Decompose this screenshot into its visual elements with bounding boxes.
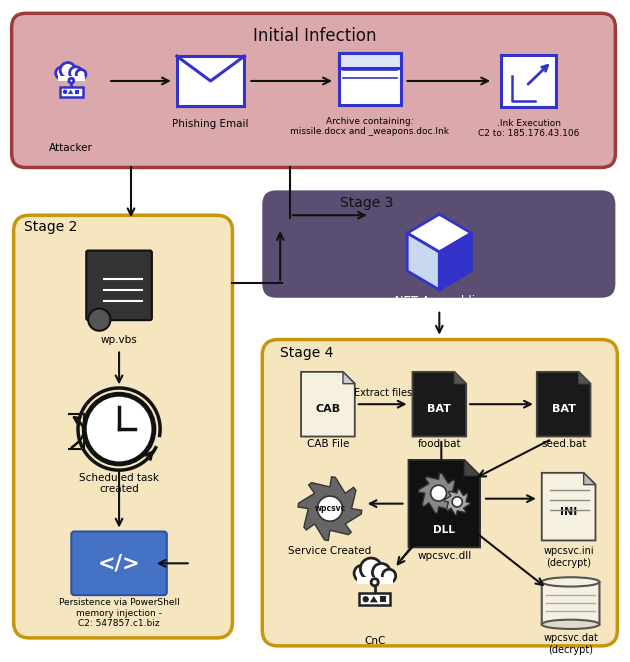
Text: CAB: CAB xyxy=(316,404,340,414)
FancyBboxPatch shape xyxy=(262,340,617,646)
Circle shape xyxy=(371,579,378,586)
Polygon shape xyxy=(339,53,401,105)
Circle shape xyxy=(69,78,74,83)
Polygon shape xyxy=(501,55,556,107)
Text: Stage 3: Stage 3 xyxy=(340,197,393,211)
Polygon shape xyxy=(58,77,84,81)
Circle shape xyxy=(60,62,76,78)
FancyBboxPatch shape xyxy=(86,250,152,320)
Text: Attacker: Attacker xyxy=(49,142,93,153)
Polygon shape xyxy=(177,56,244,106)
Text: BAT: BAT xyxy=(552,404,576,414)
Circle shape xyxy=(63,89,67,94)
Circle shape xyxy=(452,496,462,507)
Text: wp.vbs: wp.vbs xyxy=(101,334,137,345)
Text: wpcsvc.dat
(decrypt): wpcsvc.dat (decrypt) xyxy=(543,633,598,655)
Text: Archive containing:
missile.docx and _weapons.doc.lnk: Archive containing: missile.docx and _we… xyxy=(290,117,449,136)
Text: Initial Infection: Initial Infection xyxy=(253,27,377,45)
Polygon shape xyxy=(413,372,466,436)
Circle shape xyxy=(431,485,447,501)
Text: Extract files: Extract files xyxy=(353,388,411,399)
Text: INI: INI xyxy=(560,507,577,517)
Text: CnC: CnC xyxy=(364,636,386,646)
Polygon shape xyxy=(343,372,355,384)
Text: Service Created: Service Created xyxy=(289,546,372,557)
Polygon shape xyxy=(301,372,355,436)
Text: BAT: BAT xyxy=(427,404,451,414)
Text: CAB File: CAB File xyxy=(307,439,349,449)
Polygon shape xyxy=(408,460,480,547)
Circle shape xyxy=(69,67,82,79)
Circle shape xyxy=(84,395,154,464)
Text: seed.bat: seed.bat xyxy=(541,439,587,449)
FancyBboxPatch shape xyxy=(14,215,232,638)
Polygon shape xyxy=(359,593,391,606)
Ellipse shape xyxy=(542,620,600,629)
Text: Stage 4: Stage 4 xyxy=(280,346,333,359)
Polygon shape xyxy=(407,233,439,290)
Circle shape xyxy=(55,67,67,79)
Text: wpcsvc.dll: wpcsvc.dll xyxy=(417,551,471,561)
Text: Scheduled task
created: Scheduled task created xyxy=(79,473,159,495)
Text: .NET Assemblies: .NET Assemblies xyxy=(391,295,488,308)
Polygon shape xyxy=(579,372,590,384)
Text: Stage 2: Stage 2 xyxy=(23,220,77,234)
FancyBboxPatch shape xyxy=(71,532,167,595)
Circle shape xyxy=(88,308,110,331)
Polygon shape xyxy=(60,87,83,97)
Text: DLL: DLL xyxy=(433,525,455,535)
Text: Phishing Email: Phishing Email xyxy=(173,118,249,128)
Circle shape xyxy=(76,70,86,79)
Circle shape xyxy=(360,558,382,579)
FancyBboxPatch shape xyxy=(542,582,600,624)
Text: wpcsvc: wpcsvc xyxy=(314,504,345,513)
Circle shape xyxy=(363,596,369,602)
Polygon shape xyxy=(542,473,595,540)
Polygon shape xyxy=(439,233,471,290)
Bar xyxy=(75,89,79,94)
Text: </>: </> xyxy=(98,553,140,573)
Polygon shape xyxy=(298,477,362,540)
Circle shape xyxy=(354,565,370,581)
Polygon shape xyxy=(418,473,459,513)
Bar xyxy=(380,596,386,602)
Circle shape xyxy=(318,496,343,521)
Polygon shape xyxy=(454,372,466,384)
Ellipse shape xyxy=(542,577,600,587)
Polygon shape xyxy=(464,460,480,475)
Circle shape xyxy=(372,563,391,581)
Polygon shape xyxy=(583,473,595,485)
Text: .lnk Execution
C2 to: 185.176.43.106: .lnk Execution C2 to: 185.176.43.106 xyxy=(478,118,580,138)
Polygon shape xyxy=(407,214,471,252)
FancyBboxPatch shape xyxy=(11,13,616,167)
Text: wpcsvc.ini
(decrypt): wpcsvc.ini (decrypt) xyxy=(543,546,594,568)
Text: Persistence via PowerShell
memory injection -
C2: 547857.c1.biz: Persistence via PowerShell memory inject… xyxy=(59,598,180,628)
Polygon shape xyxy=(444,489,470,515)
Circle shape xyxy=(382,569,396,583)
Text: food.bat: food.bat xyxy=(418,439,461,449)
FancyBboxPatch shape xyxy=(262,191,616,298)
Polygon shape xyxy=(370,596,378,602)
Polygon shape xyxy=(339,53,401,68)
Polygon shape xyxy=(357,577,392,584)
Polygon shape xyxy=(537,372,590,436)
Polygon shape xyxy=(68,89,74,94)
